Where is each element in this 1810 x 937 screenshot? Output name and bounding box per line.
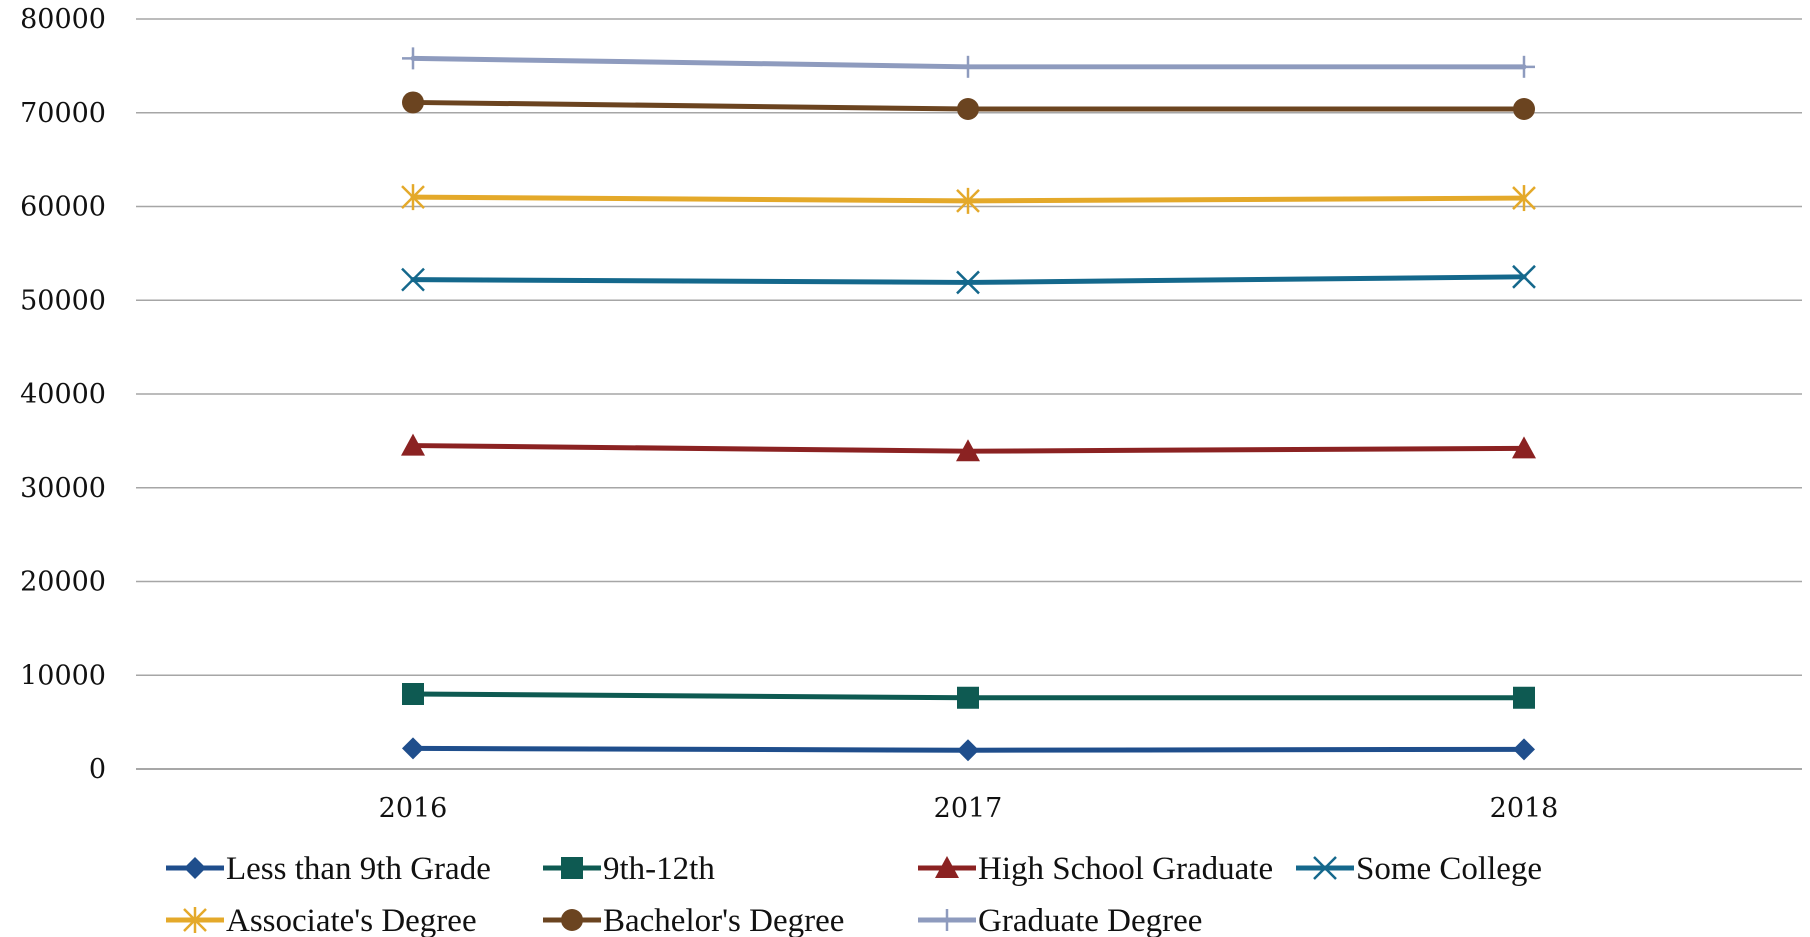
data-point bbox=[957, 98, 979, 120]
y-tick-label: 50000 bbox=[20, 285, 106, 316]
legend-marker bbox=[935, 856, 959, 878]
legend-marker bbox=[1313, 856, 1337, 880]
series-bachelor-s-degree bbox=[402, 91, 1535, 120]
data-point bbox=[1512, 185, 1536, 212]
legend-marker bbox=[183, 907, 207, 933]
legend-marker bbox=[561, 857, 583, 879]
data-point bbox=[956, 439, 980, 462]
y-tick-label: 70000 bbox=[20, 98, 106, 129]
series-group bbox=[401, 47, 1536, 762]
x-tick-label: 2018 bbox=[1490, 793, 1559, 824]
data-point bbox=[402, 47, 424, 70]
y-tick-label: 20000 bbox=[20, 567, 106, 598]
legend-marker bbox=[561, 909, 583, 931]
data-point bbox=[401, 267, 425, 292]
y-tick-label: 60000 bbox=[20, 192, 106, 223]
y-tick-label: 40000 bbox=[20, 379, 106, 410]
legend-item: Less than 9th Grade bbox=[166, 851, 491, 887]
y-tick-label: 80000 bbox=[20, 4, 106, 35]
data-point bbox=[957, 739, 979, 762]
data-point bbox=[402, 683, 424, 705]
x-axis-tick-labels: 2016 2017 2018 bbox=[379, 793, 1559, 824]
legend-label: Some College bbox=[1356, 851, 1542, 887]
x-tick-label: 2017 bbox=[934, 793, 1003, 824]
series-graduate-degree bbox=[402, 47, 1535, 78]
data-point bbox=[956, 187, 980, 214]
series-some-college bbox=[401, 264, 1536, 295]
y-axis-tick-labels: 0 10000 20000 30000 40000 50000 60000 70000 8000… bbox=[20, 4, 106, 785]
series-associate-s-degree bbox=[401, 184, 1536, 214]
series-9th-12th bbox=[402, 683, 1535, 709]
data-point bbox=[401, 433, 425, 456]
data-point bbox=[1513, 738, 1535, 761]
legend-marker bbox=[184, 857, 206, 879]
legend-label: Graduate Degree bbox=[978, 903, 1202, 937]
y-tick-label: 0 bbox=[89, 754, 106, 785]
data-point bbox=[957, 686, 979, 709]
legend-marker bbox=[936, 909, 958, 931]
legend-item: Bachelor's Degree bbox=[543, 903, 844, 937]
legend-label: High School Graduate bbox=[978, 851, 1273, 887]
data-point bbox=[402, 91, 424, 114]
legend-item: 9th-12th bbox=[543, 851, 715, 887]
gridlines bbox=[136, 18, 1802, 770]
data-point bbox=[956, 270, 980, 295]
x-tick-label: 2016 bbox=[379, 793, 448, 824]
series-less-than-9th-grade bbox=[402, 737, 1535, 762]
y-tick-label: 30000 bbox=[20, 473, 106, 504]
legend-item: Some College bbox=[1296, 851, 1542, 887]
data-point bbox=[401, 184, 425, 211]
legend-label: 9th-12th bbox=[603, 851, 715, 887]
data-point bbox=[957, 55, 979, 78]
data-point bbox=[402, 737, 424, 760]
legend-label: Less than 9th Grade bbox=[226, 851, 491, 887]
data-point bbox=[1513, 98, 1535, 120]
data-point bbox=[1512, 264, 1536, 289]
y-tick-label: 10000 bbox=[20, 660, 106, 691]
legend-label: Bachelor's Degree bbox=[603, 903, 844, 937]
data-point bbox=[1512, 436, 1536, 459]
legend-item: High School Graduate bbox=[918, 851, 1273, 887]
data-point bbox=[1513, 686, 1535, 709]
legend: Less than 9th Grade 9th-12th High School G… bbox=[166, 851, 1542, 937]
legend-label: Associate's Degree bbox=[226, 903, 477, 937]
data-point bbox=[1513, 55, 1535, 78]
legend-item: Graduate Degree bbox=[918, 903, 1202, 937]
legend-item: Associate's Degree bbox=[166, 903, 477, 937]
series-high-school-graduate bbox=[401, 433, 1536, 462]
